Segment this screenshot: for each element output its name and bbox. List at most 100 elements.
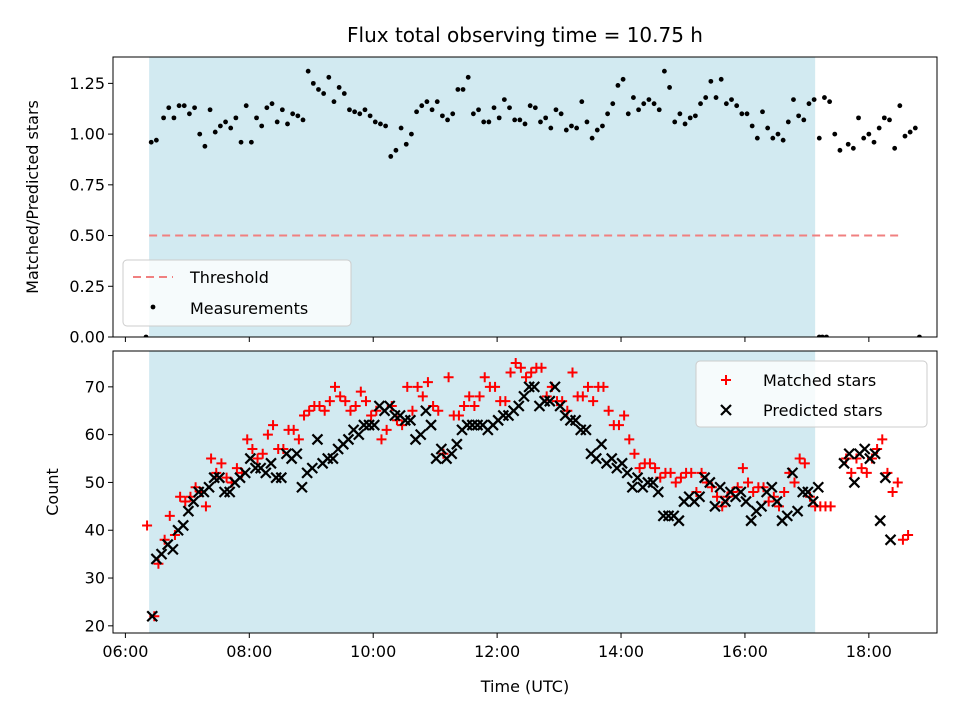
- data-point: [714, 481, 726, 493]
- data-point: [858, 443, 871, 455]
- data-point: [739, 111, 745, 117]
- x-tick-label: 08:00: [226, 642, 272, 661]
- data-point: [327, 452, 339, 465]
- data-point: [420, 404, 432, 417]
- data-point: [180, 496, 191, 507]
- data-point: [501, 97, 507, 103]
- data-point: [696, 467, 707, 478]
- data-point: [192, 105, 197, 111]
- data-point: [500, 396, 511, 407]
- data-point: [843, 447, 856, 460]
- y-tick-label: 0.00: [69, 328, 105, 347]
- data-point: [398, 125, 404, 131]
- data-point: [598, 381, 609, 392]
- data-point: [799, 458, 810, 469]
- data-point: [362, 107, 368, 113]
- data-point: [347, 107, 352, 113]
- x-tick-label: 06:00: [102, 642, 148, 661]
- data-point: [491, 105, 497, 111]
- data-point: [335, 391, 346, 402]
- data-point: [445, 447, 458, 460]
- data-point: [646, 97, 652, 103]
- data-point: [368, 419, 381, 431]
- data-point: [153, 137, 159, 143]
- data-point: [143, 334, 149, 337]
- data-point: [372, 119, 378, 125]
- data-point: [522, 121, 528, 127]
- data-point: [621, 467, 634, 479]
- data-point: [619, 410, 630, 421]
- data-point: [881, 115, 887, 121]
- data-point: [877, 434, 888, 445]
- data-point: [424, 99, 430, 105]
- data-point: [451, 438, 463, 450]
- data-point: [378, 121, 383, 127]
- y-axis-label: Matched/Predicted stars: [23, 100, 42, 294]
- data-point: [548, 125, 554, 131]
- data-point: [650, 463, 661, 474]
- data-point: [781, 510, 794, 522]
- data-point: [848, 476, 861, 489]
- data-point: [806, 101, 812, 107]
- data-point: [175, 491, 186, 502]
- data-point: [718, 76, 724, 82]
- y-tick-label: 40: [85, 521, 105, 540]
- data-point: [507, 105, 512, 111]
- data-point: [754, 135, 760, 141]
- data-point: [845, 141, 851, 147]
- data-point: [476, 107, 481, 113]
- data-point: [203, 481, 215, 493]
- data-point: [260, 467, 272, 479]
- data-point: [902, 133, 908, 139]
- data-point: [692, 113, 698, 119]
- data-point: [703, 95, 709, 100]
- data-point: [279, 107, 285, 113]
- y-tick-label: 60: [85, 425, 105, 444]
- legend-box: [695, 360, 928, 428]
- data-point: [536, 362, 547, 373]
- data-point: [569, 123, 574, 129]
- y-axis-label: Count: [43, 468, 62, 516]
- data-point: [336, 85, 342, 90]
- data-point: [252, 453, 263, 464]
- data-point: [613, 420, 624, 431]
- data-point: [305, 68, 311, 74]
- data-point: [567, 367, 578, 378]
- data-point: [197, 131, 203, 137]
- data-point: [647, 476, 659, 489]
- data-point: [887, 487, 898, 497]
- data-point: [376, 434, 387, 445]
- y-tick-label: 1.00: [69, 125, 105, 144]
- data-point: [464, 391, 475, 402]
- data-point: [187, 111, 192, 117]
- data-point: [713, 95, 719, 100]
- data-point: [285, 121, 290, 127]
- data-point: [719, 495, 732, 508]
- data-point: [532, 105, 538, 111]
- data-point: [159, 534, 170, 545]
- data-point: [527, 103, 533, 109]
- data-point: [717, 501, 728, 512]
- data-point: [146, 610, 159, 623]
- data-point: [486, 119, 492, 125]
- data-point: [290, 111, 296, 117]
- y-tick-label: 70: [85, 377, 105, 396]
- data-point: [450, 111, 456, 117]
- data-point: [665, 467, 676, 478]
- data-point: [704, 476, 716, 489]
- data-point: [670, 477, 681, 488]
- data-point: [802, 486, 814, 498]
- data-point: [360, 396, 371, 407]
- data-point: [846, 467, 857, 478]
- data-point: [758, 482, 769, 493]
- data-point: [866, 131, 872, 137]
- data-point: [422, 377, 433, 388]
- data-point: [723, 101, 729, 107]
- data-point: [460, 87, 466, 92]
- data-point: [832, 131, 838, 137]
- data-point: [207, 107, 213, 113]
- data-point: [345, 405, 356, 416]
- data-point: [755, 500, 768, 513]
- data-point: [521, 372, 532, 383]
- data-point: [827, 99, 833, 105]
